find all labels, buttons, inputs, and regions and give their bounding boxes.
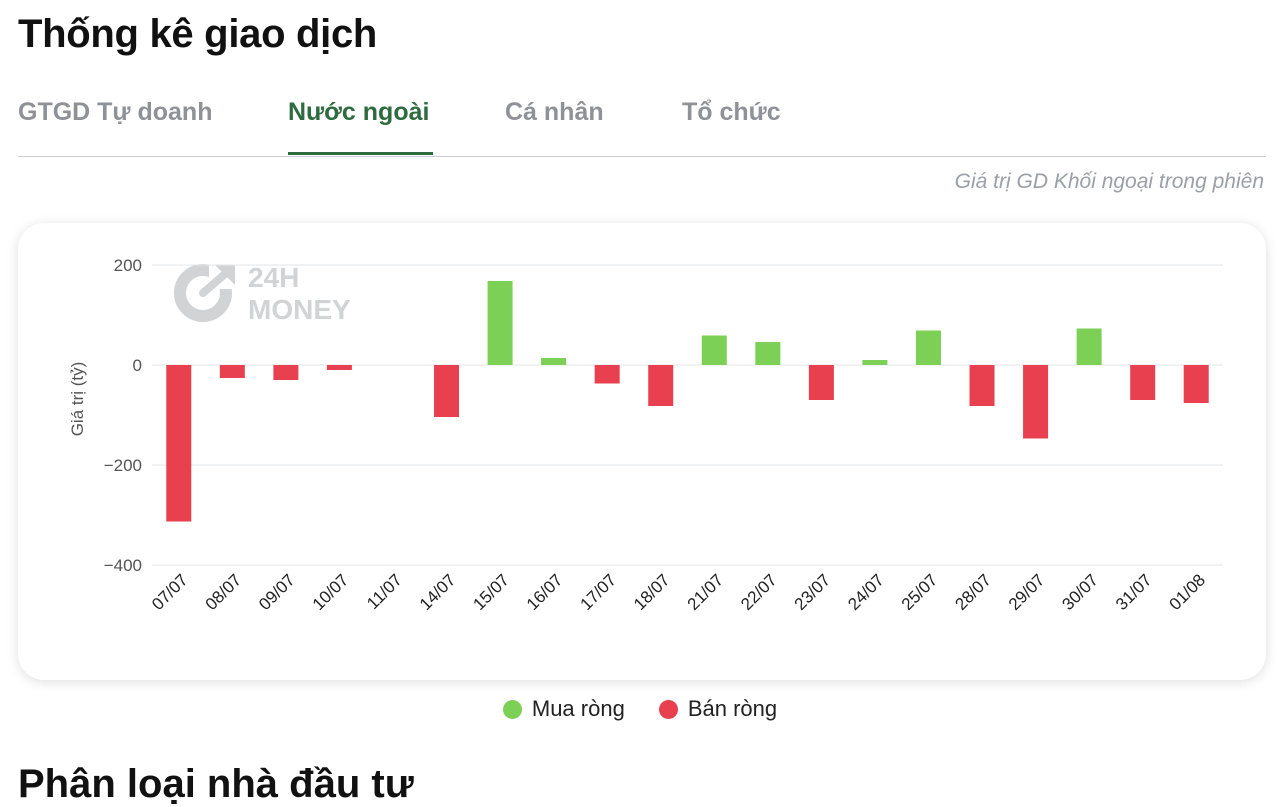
x-tick-label: 01/08 [1166, 570, 1210, 614]
tab-ca-nhan[interactable]: Cá nhân [505, 98, 604, 126]
bar-15-07[interactable] [487, 281, 513, 365]
x-tick-label: 09/07 [255, 570, 299, 614]
chart-card: 24H MONEY 200 0 −200 −400 07/07 08/07 09/07 10… [18, 223, 1266, 680]
y-axis-ticks: 200 0 −200 −400 [104, 256, 142, 575]
bar-25-07[interactable] [915, 330, 941, 366]
bar-21-07[interactable] [701, 335, 727, 366]
y-tick-label: 0 [133, 356, 142, 375]
bar-23-07[interactable] [808, 365, 834, 400]
bar-17-07[interactable] [594, 365, 620, 384]
x-tick-label: 07/07 [148, 570, 192, 614]
x-tick-label: 29/07 [1005, 570, 1049, 614]
bar-14-07[interactable] [434, 365, 460, 417]
x-tick-label: 18/07 [630, 570, 674, 614]
bar-28-07[interactable] [969, 365, 995, 406]
x-tick-label: 17/07 [576, 570, 620, 614]
bar-24-07[interactable] [862, 360, 888, 365]
y-tick-label: −400 [104, 556, 142, 575]
bar-chart: 24H MONEY 200 0 −200 −400 07/07 08/07 09/07 10… [68, 256, 1223, 614]
legend-label-buy: Mua ròng [531, 696, 625, 721]
bar-01-08[interactable] [1183, 365, 1209, 403]
x-tick-label: 10/07 [309, 570, 353, 614]
bars [166, 281, 1209, 522]
x-tick-label: 30/07 [1058, 570, 1102, 614]
bar-22-07[interactable] [755, 342, 781, 365]
bar-16-07[interactable] [541, 358, 567, 365]
watermark-icon [174, 264, 235, 322]
watermark-text-line1: 24H [248, 262, 299, 293]
x-tick-label: 21/07 [684, 570, 728, 614]
y-axis-label: Giá trị (tỷ) [68, 362, 87, 437]
page-title: Thống kê giao dịch [18, 12, 378, 56]
x-axis-ticks: 07/07 08/07 09/07 10/07 11/07 14/07 15/07 16/07… [148, 570, 1209, 614]
legend-swatch-buy [502, 699, 522, 719]
y-tick-label: 200 [114, 256, 142, 275]
bar-30-07[interactable] [1076, 328, 1102, 366]
x-tick-label: 23/07 [791, 570, 835, 614]
watermark-logo: 24H MONEY [174, 262, 351, 325]
legend-label-sell: Bán ròng [687, 696, 778, 721]
x-tick-label: 14/07 [416, 570, 460, 614]
tab-gtgd-tu-doanh[interactable]: GTGD Tự doanh [18, 98, 213, 126]
tab-nuoc-ngoai[interactable]: Nước ngoài [288, 98, 430, 126]
chart-legend: Mua ròng Bán ròng [0, 696, 1280, 722]
tab-bar: GTGD Tự doanh Nước ngoài Cá nhân Tổ chức [18, 92, 1266, 157]
x-tick-label: 28/07 [951, 570, 995, 614]
x-tick-label: 24/07 [844, 570, 888, 614]
watermark-text-line2: MONEY [248, 294, 351, 325]
y-tick-label: −200 [104, 456, 142, 475]
bar-18-07[interactable] [648, 365, 674, 406]
bar-09-07[interactable] [273, 365, 299, 380]
x-tick-label: 15/07 [469, 570, 513, 614]
bar-07-07[interactable] [166, 365, 192, 522]
active-tab-indicator [288, 152, 433, 155]
legend-item-sell[interactable]: Bán ròng [658, 696, 778, 722]
x-tick-label: 16/07 [523, 570, 567, 614]
chart-subtitle: Giá trị GD Khối ngoại trong phiên [954, 170, 1264, 193]
bar-29-07[interactable] [1023, 365, 1049, 439]
legend-swatch-sell [658, 699, 678, 719]
x-tick-label: 08/07 [202, 570, 246, 614]
x-tick-label: 25/07 [898, 570, 942, 614]
x-tick-label: 31/07 [1112, 570, 1156, 614]
legend-item-buy[interactable]: Mua ròng [502, 696, 625, 722]
x-tick-label: 11/07 [363, 570, 406, 613]
bar-10-07[interactable] [326, 365, 352, 370]
bar-31-07[interactable] [1130, 365, 1156, 400]
bar-08-07[interactable] [219, 365, 245, 378]
x-tick-label: 22/07 [737, 570, 781, 614]
section-title-investor-types: Phân loại nhà đầu tư [18, 762, 414, 806]
tab-to-chuc[interactable]: Tổ chức [682, 98, 781, 126]
